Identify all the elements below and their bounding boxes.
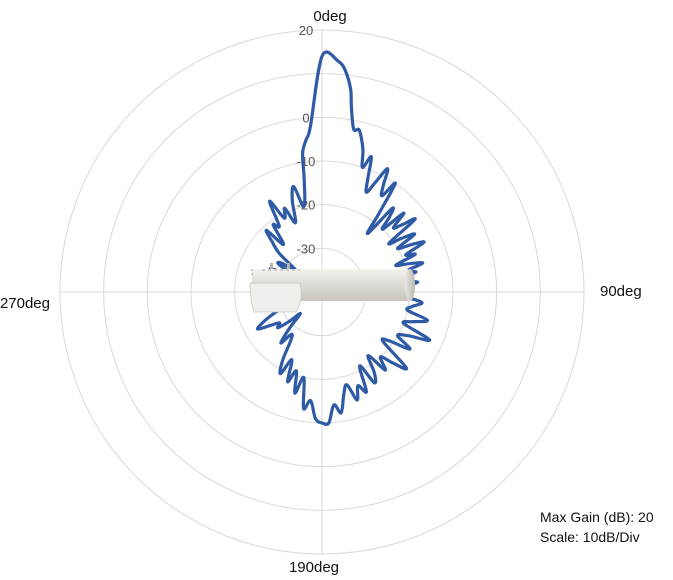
angle-label: 190deg <box>289 559 339 576</box>
angle-label: 90deg <box>600 283 642 300</box>
radial-tick-label: 20 <box>299 23 313 38</box>
angle-label: 270deg <box>0 295 50 312</box>
series-layer <box>255 50 432 426</box>
radial-tick-label: -10 <box>297 154 316 169</box>
antenna-image <box>249 263 415 313</box>
radial-tick-label: 0 <box>302 110 309 125</box>
max-gain-label: Max Gain (dB): 20 <box>540 509 654 525</box>
scale-label: Scale: 10dB/Div <box>540 529 640 545</box>
series-line <box>255 50 432 426</box>
angle-label: 0deg <box>313 8 346 25</box>
angle-labels: 0deg 90deg 190deg 270deg <box>0 8 642 576</box>
radial-tick-label: -30 <box>297 241 316 256</box>
